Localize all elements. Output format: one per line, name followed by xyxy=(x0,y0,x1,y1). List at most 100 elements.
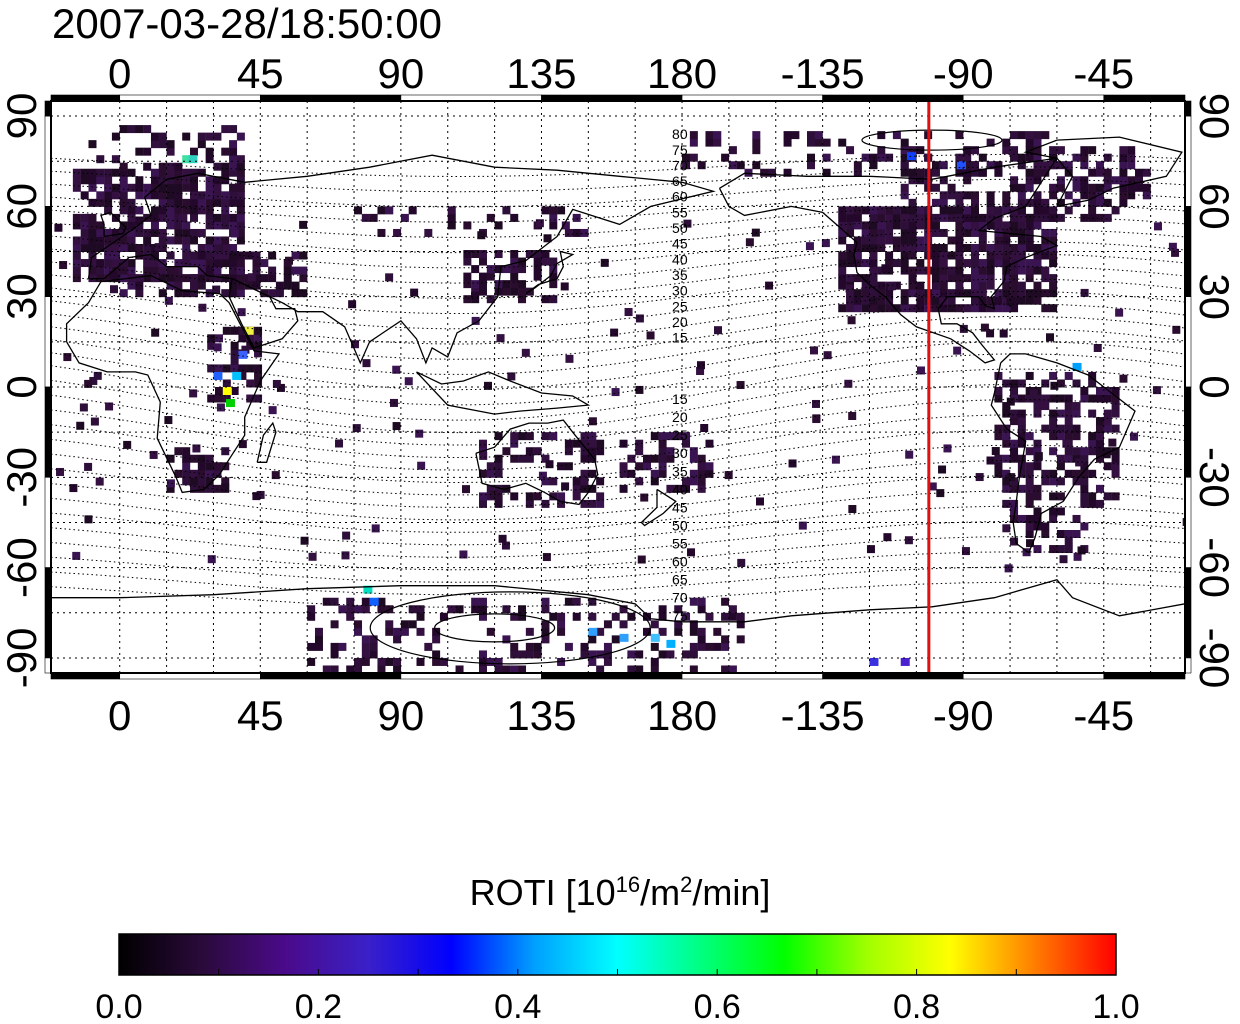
roti-pixel xyxy=(838,281,847,290)
roti-pixel xyxy=(557,492,566,501)
roti-pixel xyxy=(1025,484,1034,493)
north-america-outline xyxy=(718,157,1059,364)
roti-pixel xyxy=(1111,387,1120,395)
roti-pixel xyxy=(736,381,745,390)
roti-pixel xyxy=(247,273,256,282)
roti-pixel xyxy=(1049,371,1058,380)
right-lat-tick-label: -60 xyxy=(1191,537,1238,598)
roti-pixel xyxy=(658,447,667,456)
roti-pixel xyxy=(205,259,214,268)
magnetic-contour xyxy=(51,216,1185,254)
roti-pixel xyxy=(1017,206,1026,215)
roti-pixel xyxy=(164,296,173,305)
roti-pixel xyxy=(588,484,597,493)
roti-pixel xyxy=(869,296,878,305)
roti-pixel xyxy=(1025,371,1034,380)
roti-pixel xyxy=(975,473,984,482)
roti-pixel xyxy=(931,289,940,298)
contour-label: 60 xyxy=(672,189,688,205)
roti-pixel xyxy=(207,341,216,350)
roti-pixel xyxy=(542,553,551,562)
roti-pixel xyxy=(1049,228,1058,237)
roti-pixel xyxy=(853,259,862,268)
roti-pixel xyxy=(939,304,948,313)
roti-pixel xyxy=(462,485,471,494)
roti-pixel xyxy=(541,206,550,215)
roti-pixel xyxy=(541,257,550,266)
roti-pixel xyxy=(1049,477,1058,486)
roti-pixel xyxy=(104,244,113,252)
roti-pixel xyxy=(335,439,344,448)
roti-pixel xyxy=(978,228,987,237)
roti-pixel xyxy=(119,266,128,275)
roti-pixel xyxy=(533,447,542,456)
roti-pixel xyxy=(892,221,901,230)
roti-pixel xyxy=(150,140,159,149)
roti-pixel xyxy=(1017,379,1026,388)
roti-pixel xyxy=(205,477,214,486)
roti-pixel xyxy=(1004,564,1013,573)
bottom-lon-tick-label: 180 xyxy=(647,692,717,739)
roti-pixel xyxy=(96,155,105,164)
roti-pixel xyxy=(221,206,230,215)
roti-pixel xyxy=(104,206,113,215)
roti-pixel xyxy=(1002,251,1011,260)
roti-pixel xyxy=(1049,409,1058,418)
roti-pixel xyxy=(978,289,987,298)
roti-pixel xyxy=(627,612,636,621)
roti-pixel xyxy=(1049,394,1058,403)
roti-pixel xyxy=(1056,198,1065,207)
roti-pixel xyxy=(135,176,144,185)
roti-pixel xyxy=(127,228,136,237)
roti-pixel xyxy=(385,273,394,282)
roti-pixel xyxy=(477,231,486,240)
left-lat-tick-label: 90 xyxy=(0,93,45,140)
roti-pixel xyxy=(978,259,987,268)
roti-pixel xyxy=(158,289,167,298)
roti-pixel xyxy=(713,642,722,651)
roti-pixel xyxy=(213,259,222,268)
roti-pixel xyxy=(1029,389,1038,398)
roti-pixel xyxy=(252,281,261,290)
roti-pixel xyxy=(588,499,597,508)
roti-pixel xyxy=(931,228,940,237)
roti-pixel xyxy=(1064,417,1073,426)
roti-pixel xyxy=(869,274,878,283)
roti-pixel xyxy=(603,620,612,629)
left-lat-tick-label: -60 xyxy=(0,537,45,598)
roti-pixel xyxy=(1049,304,1058,313)
roti-pixel xyxy=(877,296,886,305)
roti-pixel xyxy=(174,228,183,237)
roti-pixel xyxy=(955,251,964,260)
roti-pixel xyxy=(197,462,206,471)
colorbar-title: ROTI [1016/m2/min] xyxy=(0,872,1240,914)
roti-pixel xyxy=(955,213,964,222)
roti-pixel xyxy=(1095,387,1104,395)
roti-pixel xyxy=(1072,379,1081,388)
roti-pixel xyxy=(931,281,940,290)
roti-pixel xyxy=(1041,266,1050,275)
roti-pixel xyxy=(721,635,730,644)
roti-pixel xyxy=(955,266,964,275)
bottom-lon-tick-label: 0 xyxy=(108,692,131,739)
right-lat-tick-label: -90 xyxy=(1191,628,1238,689)
roti-pixel xyxy=(1172,325,1181,334)
roti-pixel xyxy=(1103,176,1112,185)
roti-pixel xyxy=(182,168,191,177)
roti-pixel xyxy=(963,146,972,155)
roti-pixel xyxy=(393,635,402,644)
roti-pixel xyxy=(1041,198,1050,207)
roti-pixel xyxy=(1127,146,1136,155)
roti-pixel xyxy=(1127,183,1136,192)
roti-pixel xyxy=(341,551,350,560)
roti-pixel xyxy=(931,198,940,207)
bottom-lon-tick-label: -135 xyxy=(781,692,865,739)
roti-pixel xyxy=(111,244,120,252)
roti-pixel xyxy=(158,228,167,237)
roti-pixel xyxy=(971,289,980,298)
roti-pixel xyxy=(229,221,238,230)
roti-pixel xyxy=(1033,296,1042,305)
roti-pixel xyxy=(119,162,128,171)
roti-pixel xyxy=(994,304,1003,313)
roti-pixel xyxy=(963,161,972,170)
